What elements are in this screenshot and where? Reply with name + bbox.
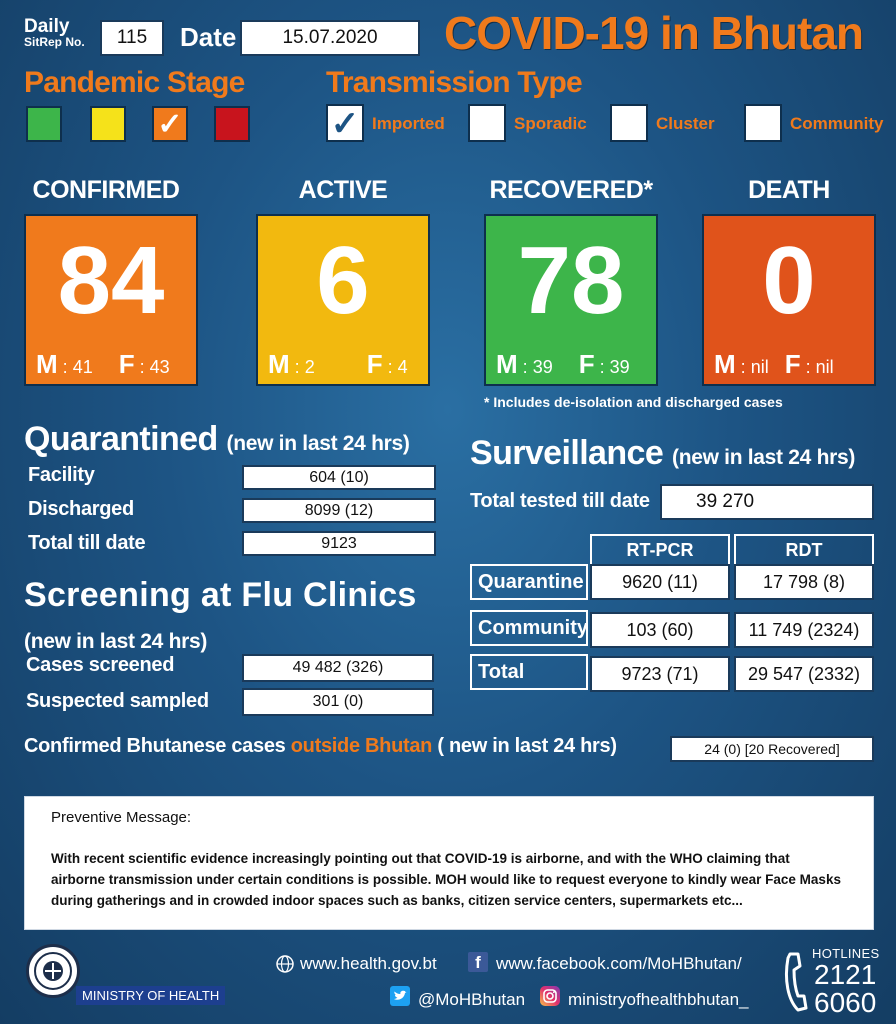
- outside-bhutan-label: Confirmed Bhutanese cases outside Bhutan…: [24, 735, 617, 757]
- page-title: COVID-19 in Bhutan: [444, 7, 864, 59]
- date-value: 15.07.2020: [240, 20, 420, 56]
- pandemic-stage-heading: Pandemic Stage: [24, 66, 245, 99]
- phone-icon: [780, 950, 810, 1019]
- preventive-message-body: With recent scientific evidence increasi…: [51, 851, 841, 908]
- hotline-2[interactable]: 6060: [814, 987, 877, 1018]
- facebook-icon: f: [468, 952, 488, 972]
- transmission-cluster-label: Cluster: [656, 114, 715, 133]
- recovered-card: 78 M : 39 F : 39: [484, 214, 658, 386]
- instagram-handle[interactable]: ministryofhealthbhutan_: [568, 990, 749, 1009]
- preventive-message-heading: Preventive Message:: [51, 809, 192, 826]
- check-icon: ✓: [157, 108, 183, 141]
- quarantined-heading: Quarantined (new in last 24 hrs): [24, 420, 410, 458]
- facebook-link[interactable]: www.facebook.com/MoHBhutan/: [496, 954, 742, 973]
- death-value: 0: [762, 227, 816, 334]
- suspected-sampled-value: 301 (0): [242, 688, 434, 716]
- total-tested-value: 39 270: [660, 484, 874, 520]
- transmission-type-heading: Transmission Type: [326, 66, 583, 99]
- col-header-rtpcr: RT-PCR: [590, 534, 730, 566]
- cases-screened-value: 49 482 (326): [242, 654, 434, 682]
- quarantine-discharged-value: 8099 (12): [242, 498, 436, 523]
- death-title: DEATH: [748, 176, 830, 204]
- outside-bhutan-value: 24 (0) [20 Recovered]: [670, 736, 874, 762]
- twitter-icon: [390, 986, 410, 1006]
- screening-heading: Screening at Flu Clinics: [24, 576, 417, 614]
- hotline-1[interactable]: 2121: [814, 959, 877, 990]
- confirmed-gender: M : 41 F : 43: [36, 349, 170, 379]
- quarantine-total-value: 9123: [242, 531, 436, 556]
- community-rdt-value: 11 749 (2324): [734, 612, 874, 648]
- quarantine-rtpcr-value: 9620 (11): [590, 564, 730, 600]
- emblem-icon: [26, 944, 80, 998]
- website-link[interactable]: www.health.gov.bt: [300, 954, 437, 973]
- stage-orange: ✓: [152, 106, 188, 142]
- transmission-community-box: [744, 104, 782, 142]
- death-gender: M : nil F : nil: [714, 349, 834, 379]
- transmission-imported-box: ✓: [326, 104, 364, 142]
- transmission-sporadic-label: Sporadic: [514, 114, 587, 133]
- quarantine-facility-value: 604 (10): [242, 465, 436, 490]
- quarantine-discharged-label: Discharged: [28, 498, 134, 520]
- confirmed-value: 84: [57, 227, 165, 334]
- recovered-title: RECOVERED*: [489, 176, 653, 204]
- row-total-label: Total: [470, 654, 588, 690]
- active-value: 6: [316, 227, 370, 334]
- transmission-cluster-box: [610, 104, 648, 142]
- total-rdt-value: 29 547 (2332): [734, 656, 874, 692]
- globe-icon: [276, 955, 294, 978]
- transmission-community-label: Community: [790, 114, 884, 133]
- cases-screened-label: Cases screened: [26, 654, 175, 676]
- preventive-message-box: Preventive Message: With recent scientif…: [24, 796, 874, 930]
- community-rtpcr-value: 103 (60): [590, 612, 730, 648]
- active-title: ACTIVE: [298, 176, 388, 204]
- sitrep-number: 115: [100, 20, 164, 56]
- instagram-icon: [540, 986, 560, 1006]
- check-icon: ✓: [330, 105, 360, 143]
- ministry-label: MINISTRY OF HEALTH: [76, 986, 226, 1005]
- transmission-imported-label: Imported: [372, 114, 445, 133]
- transmission-sporadic-box: [468, 104, 506, 142]
- total-rtpcr-value: 9723 (71): [590, 656, 730, 692]
- recovered-gender: M : 39 F : 39: [496, 349, 630, 379]
- stage-yellow: [90, 106, 126, 142]
- row-community-label: Community: [470, 610, 588, 646]
- row-quarantine-label: Quarantine: [470, 564, 588, 600]
- quarantine-total-label: Total till date: [28, 532, 146, 554]
- total-tested-label: Total tested till date: [470, 490, 650, 512]
- recovered-footnote: * Includes de-isolation and discharged c…: [484, 394, 783, 410]
- stage-green: [26, 106, 62, 142]
- twitter-handle[interactable]: @MoHBhutan: [418, 990, 526, 1009]
- col-header-rdt: RDT: [734, 534, 874, 566]
- suspected-sampled-label: Suspected sampled: [26, 690, 209, 712]
- confirmed-title: CONFIRMED: [32, 176, 180, 204]
- stage-red: [214, 106, 250, 142]
- sitrep-label: Daily SitRep No.: [24, 16, 85, 49]
- surveillance-heading: Surveillance (new in last 24 hrs): [470, 434, 856, 472]
- screening-subheading: (new in last 24 hrs): [24, 630, 208, 653]
- quarantine-rdt-value: 17 798 (8): [734, 564, 874, 600]
- quarantine-facility-label: Facility: [28, 464, 95, 486]
- confirmed-card: 84 M : 41 F : 43: [24, 214, 198, 386]
- hotlines-label: HOTLINES: [812, 946, 880, 961]
- date-label: Date: [180, 22, 237, 52]
- recovered-value: 78: [517, 227, 625, 334]
- death-card: 0 M : nil F : nil: [702, 214, 876, 386]
